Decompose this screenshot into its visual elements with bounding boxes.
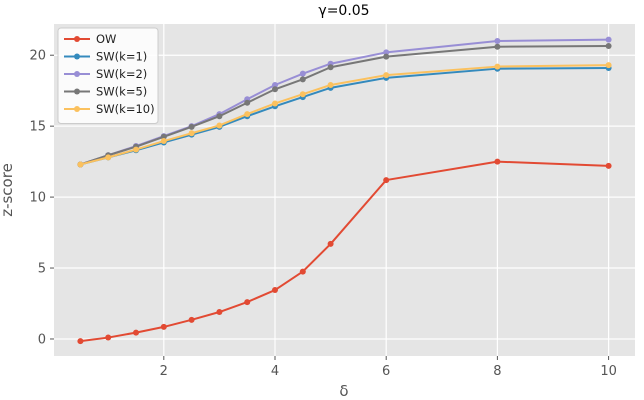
data-point-sw-k-10 [327,82,334,89]
legend-label: SW(k=5) [96,85,147,99]
legend-marker [74,88,80,95]
legend-item: SW(k=10) [64,102,155,116]
data-point-sw-k-5 [244,99,251,106]
data-point-sw-k-10 [105,154,112,161]
y-tick-label: 5 [38,262,46,277]
data-point-ow [605,162,612,169]
data-point-sw-k-10 [160,138,167,145]
y-tick-label: 20 [29,49,46,64]
data-point-ow [494,158,501,165]
legend-item: SW(k=5) [64,85,147,99]
legend-item: SW(k=1) [64,50,147,64]
data-point-sw-k-5 [327,64,334,71]
data-point-sw-k-5 [605,42,612,49]
legend-label: SW(k=1) [96,50,147,64]
y-tick-label: 0 [38,332,46,347]
legend-box [57,27,159,124]
data-point-ow [216,309,223,316]
data-point-sw-k-10 [605,62,612,69]
data-point-sw-k-5 [160,133,167,140]
x-tick-label: 2 [160,364,168,379]
data-point-sw-k-2 [299,70,306,77]
data-point-sw-k-2 [605,36,612,43]
y-axis-label: z-score [0,163,16,217]
legend-label: SW(k=10) [96,102,155,116]
legend-marker [74,106,80,112]
x-tick-label: 6 [382,364,390,379]
x-tick-label: 8 [493,364,501,379]
data-point-sw-k-2 [494,38,501,45]
data-point-sw-k-10 [244,111,251,118]
legend-label: OW [96,32,116,46]
legend-marker [74,53,80,60]
data-point-ow [77,338,84,345]
data-point-sw-k-5 [494,43,501,50]
y-tick-label: 15 [29,120,46,135]
data-point-ow [105,334,112,341]
axis-ticks: 2 4 6 8 10 0 5 10 15 20 [29,49,616,379]
x-axis-label: δ [339,382,348,400]
data-point-sw-k-5 [216,113,223,120]
data-point-sw-k-10 [133,146,140,153]
data-point-sw-k-2 [383,49,390,56]
chart-title: γ=0.05 [318,3,369,19]
data-point-ow [272,287,279,294]
data-point-sw-k-5 [272,86,279,93]
legend-item: SW(k=2) [64,67,147,81]
data-point-ow [327,240,334,247]
data-point-ow [160,323,167,330]
data-point-ow [133,329,140,336]
data-point-sw-k-5 [383,53,390,60]
data-point-ow [188,316,195,323]
data-point-sw-k-5 [188,123,195,130]
data-point-sw-k-10 [216,122,223,129]
x-tick-label: 4 [271,364,279,379]
data-point-ow [299,268,306,275]
y-tick-label: 10 [29,191,46,206]
series-group [77,36,612,345]
data-point-ow [383,177,390,184]
x-tick-label: 10 [600,364,617,379]
data-point-sw-k-10 [272,100,279,107]
data-point-sw-k-10 [299,91,306,98]
data-point-sw-k-2 [272,82,279,89]
series-ow [77,158,612,345]
legend: OW SW(k=1) SW(k=2) SW(k=5) SW(k=10) [57,27,159,124]
legend-item: OW [64,32,116,46]
series-sw-k-10 [77,62,612,168]
data-point-ow [244,299,251,306]
legend-marker [74,71,80,77]
legend-marker [74,36,80,42]
data-point-sw-k-10 [188,130,195,137]
data-point-sw-k-10 [77,161,84,168]
legend-label: SW(k=2) [96,67,147,81]
data-point-sw-k-10 [383,72,390,79]
data-point-sw-k-10 [494,63,501,70]
data-point-sw-k-5 [299,76,306,83]
